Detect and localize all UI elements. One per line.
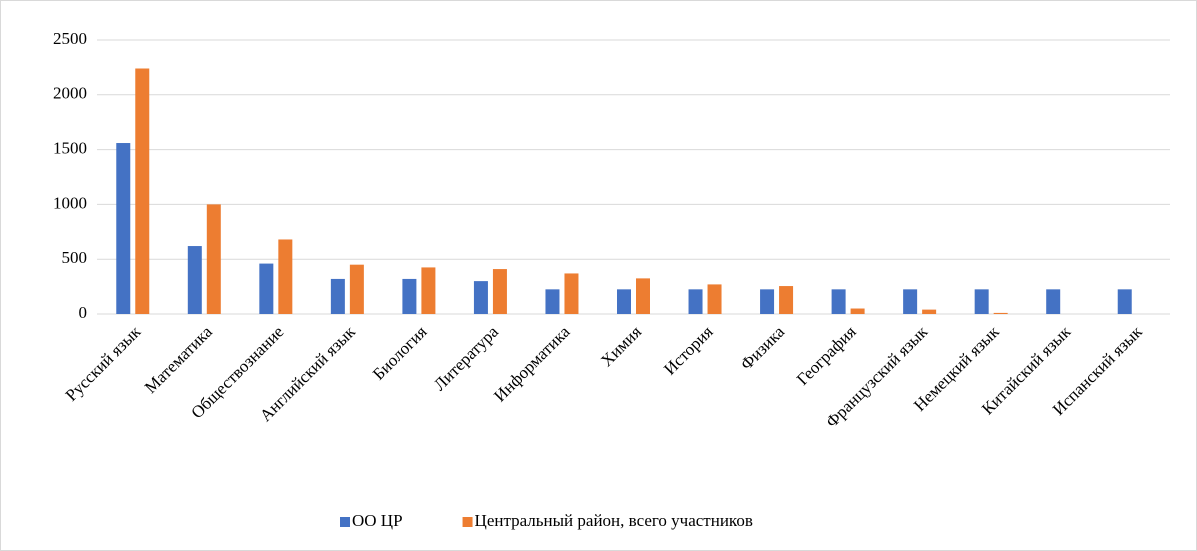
bar	[850, 308, 865, 314]
y-tick-label: 2000	[53, 84, 87, 103]
bar	[1117, 289, 1132, 314]
bar	[617, 289, 631, 314]
bar	[135, 68, 150, 314]
bar	[974, 289, 989, 314]
bar	[779, 286, 794, 314]
bar	[116, 143, 131, 314]
bar	[831, 289, 846, 314]
bar	[922, 309, 937, 314]
bar	[903, 289, 918, 314]
bar	[1046, 289, 1061, 314]
bar	[760, 289, 775, 314]
bar	[545, 289, 560, 314]
bar	[330, 278, 345, 314]
bar	[402, 278, 417, 314]
bar	[688, 289, 703, 314]
bar	[421, 267, 436, 314]
bar	[187, 246, 202, 314]
y-tick-label: 500	[62, 248, 88, 267]
legend-label: ОО ЦР	[352, 511, 403, 530]
y-tick-label: 1500	[53, 139, 87, 158]
y-tick-label: 0	[79, 303, 88, 322]
bar	[492, 269, 507, 314]
bar	[473, 281, 488, 314]
bar	[564, 273, 579, 314]
bar	[349, 264, 364, 314]
bar	[206, 204, 221, 314]
bar	[259, 263, 274, 314]
legend-label: Центральный район, всего участников	[475, 511, 753, 530]
legend-swatch	[340, 517, 350, 527]
bar	[993, 312, 1008, 314]
y-tick-label: 2500	[53, 29, 87, 48]
y-tick-label: 1000	[53, 193, 87, 212]
legend-swatch	[462, 517, 473, 527]
bar	[707, 284, 722, 314]
bar	[636, 278, 650, 314]
bar	[278, 239, 293, 314]
